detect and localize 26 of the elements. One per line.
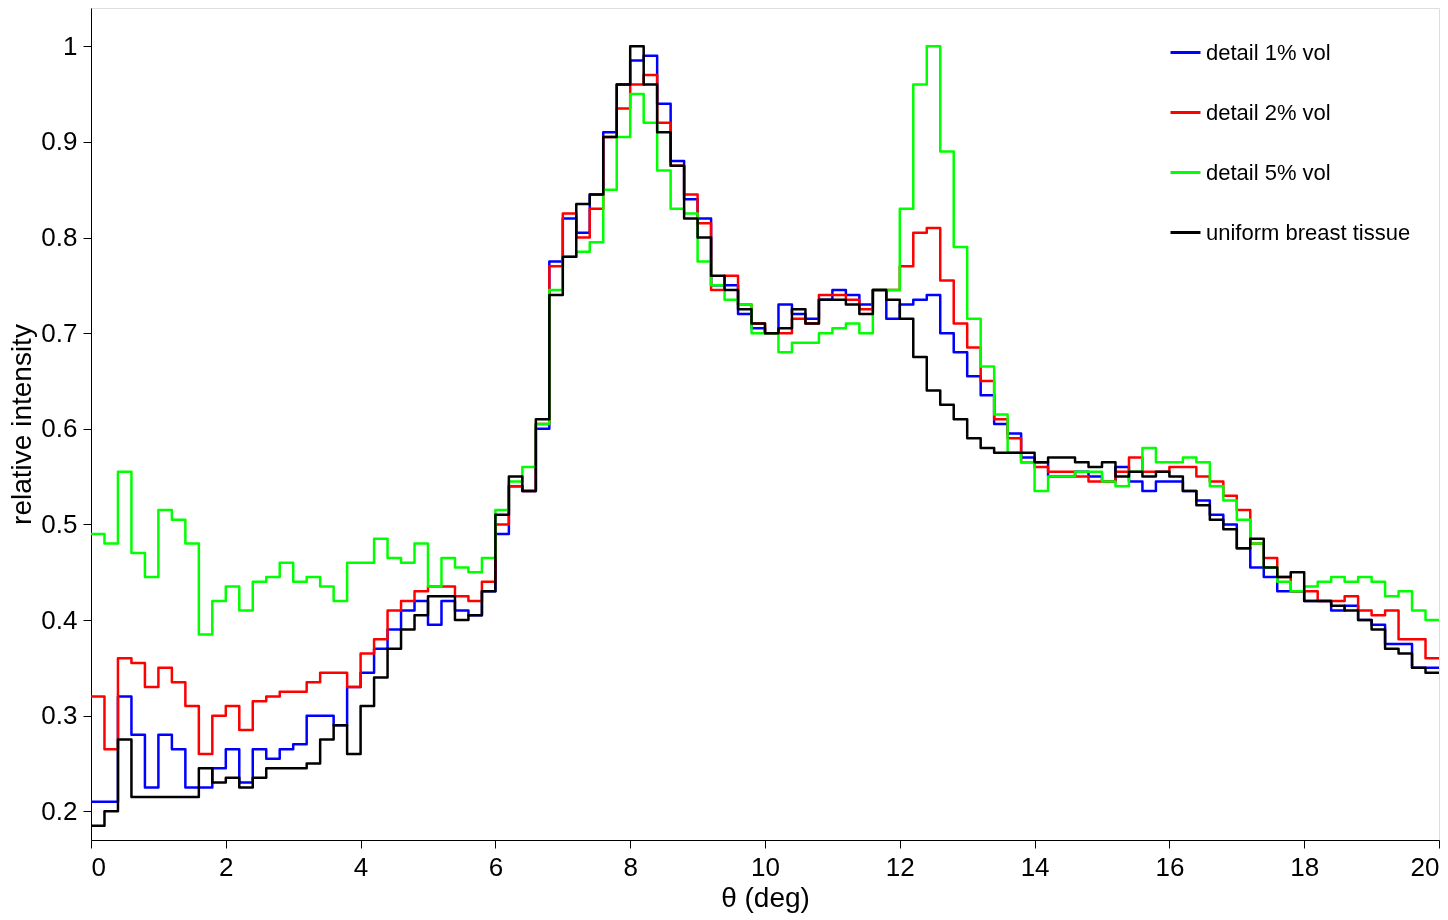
legend-label: detail 5% vol [1206, 159, 1331, 185]
x-tick-label: 6 [488, 851, 504, 882]
y-tick-label: 1 [63, 30, 78, 61]
x-tick-label: 0 [91, 851, 106, 882]
x-tick-label: 4 [353, 851, 369, 882]
x-tick-label: 20 [1410, 851, 1440, 882]
x-tick-label: 16 [1155, 851, 1185, 882]
x-tick-label: 10 [751, 851, 780, 882]
y-tick-label: 0.3 [41, 700, 78, 731]
x-tick-label: 14 [1020, 851, 1050, 882]
y-tick-label: 0.2 [41, 795, 78, 826]
y-tick-label: 0.8 [41, 222, 78, 253]
y-tick-label: 0.9 [41, 126, 78, 157]
x-axis-title: θ (deg) [721, 881, 810, 913]
legend-label: detail 1% vol [1206, 39, 1331, 65]
legend-label: detail 2% vol [1206, 99, 1331, 125]
x-tick-label: 12 [885, 851, 915, 882]
legend-label: uniform breast tissue [1206, 219, 1411, 245]
y-axis-title: relative intensity [6, 324, 38, 525]
y-tick-label: 0.7 [41, 317, 78, 348]
y-tick-label: 0.5 [41, 508, 78, 539]
x-tick-label: 2 [219, 851, 234, 882]
x-tick-label: 18 [1290, 851, 1320, 882]
y-tick-label: 0.4 [41, 604, 78, 635]
y-tick-label: 0.6 [41, 413, 78, 444]
x-tick-label: 8 [623, 851, 638, 882]
